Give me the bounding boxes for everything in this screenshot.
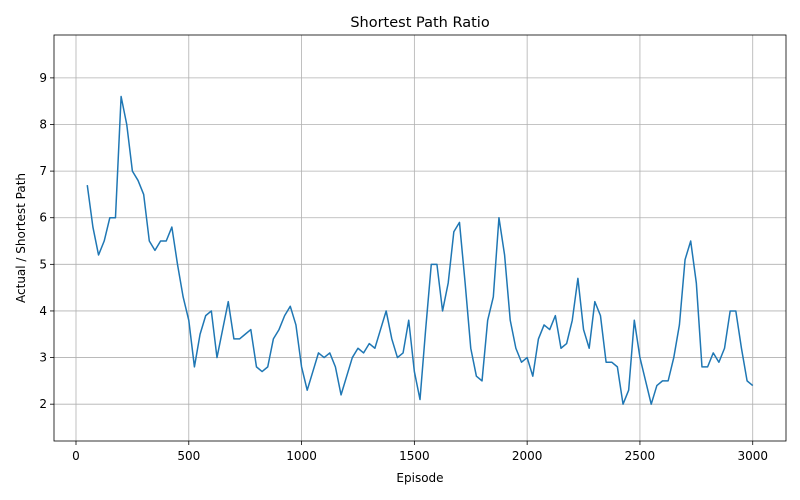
y-tick-label: 5 [39, 257, 47, 271]
y-tick-label: 9 [39, 71, 47, 85]
chart-title: Shortest Path Ratio [350, 15, 490, 31]
y-tick-label: 8 [39, 117, 47, 131]
x-tick-label: 0 [72, 449, 80, 463]
x-tick-label: 500 [177, 449, 200, 463]
x-tick-label: 2000 [512, 449, 543, 463]
y-tick-label: 4 [39, 304, 47, 318]
y-tick-label: 3 [39, 351, 47, 365]
y-tick-label: 6 [39, 211, 47, 225]
data-line [86, 95, 754, 405]
x-tick-label: 3000 [737, 449, 768, 463]
x-axis-label: Episode [396, 471, 443, 485]
x-tick-label: 1500 [399, 449, 430, 463]
plot-frame [53, 34, 787, 442]
x-tick-label: 1000 [286, 449, 317, 463]
y-tick-label: 2 [39, 397, 47, 411]
y-axis-label: Actual / Shortest Path [14, 173, 28, 303]
x-tick-label: 2500 [625, 449, 656, 463]
y-tick-label: 7 [39, 164, 47, 178]
